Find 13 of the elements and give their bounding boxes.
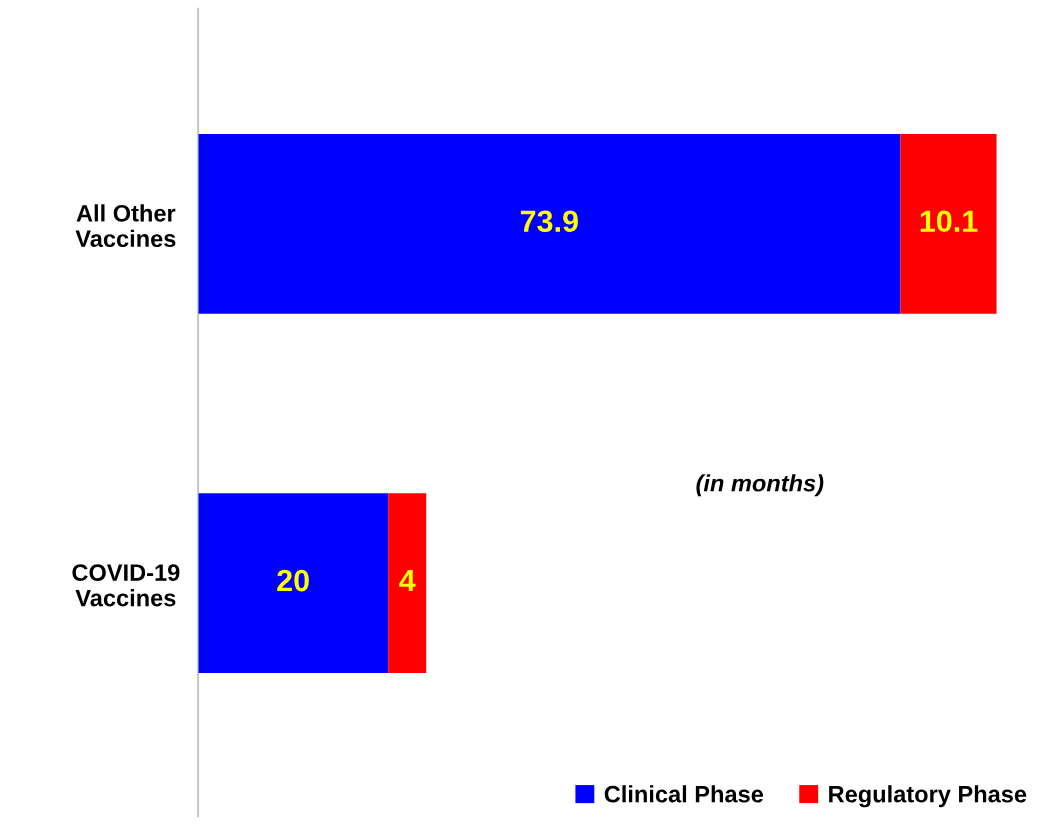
bar — [388, 493, 427, 674]
y-tick-label: COVID-19 Vaccines — [72, 564, 180, 607]
bar — [900, 134, 997, 314]
data-label: 10.1 — [920, 210, 978, 233]
data-label: 4 — [399, 570, 416, 592]
data-label: 73.9 — [520, 210, 578, 233]
annotation: (in months) — [696, 474, 824, 497]
bar — [198, 134, 901, 314]
legend-label: Clinical Phase — [604, 785, 764, 803]
y-tick-label: All Other Vaccines — [75, 204, 176, 248]
data-label: 20 — [277, 569, 309, 592]
legend-label: Regulatory Phase — [829, 785, 1027, 808]
bar — [198, 493, 389, 674]
